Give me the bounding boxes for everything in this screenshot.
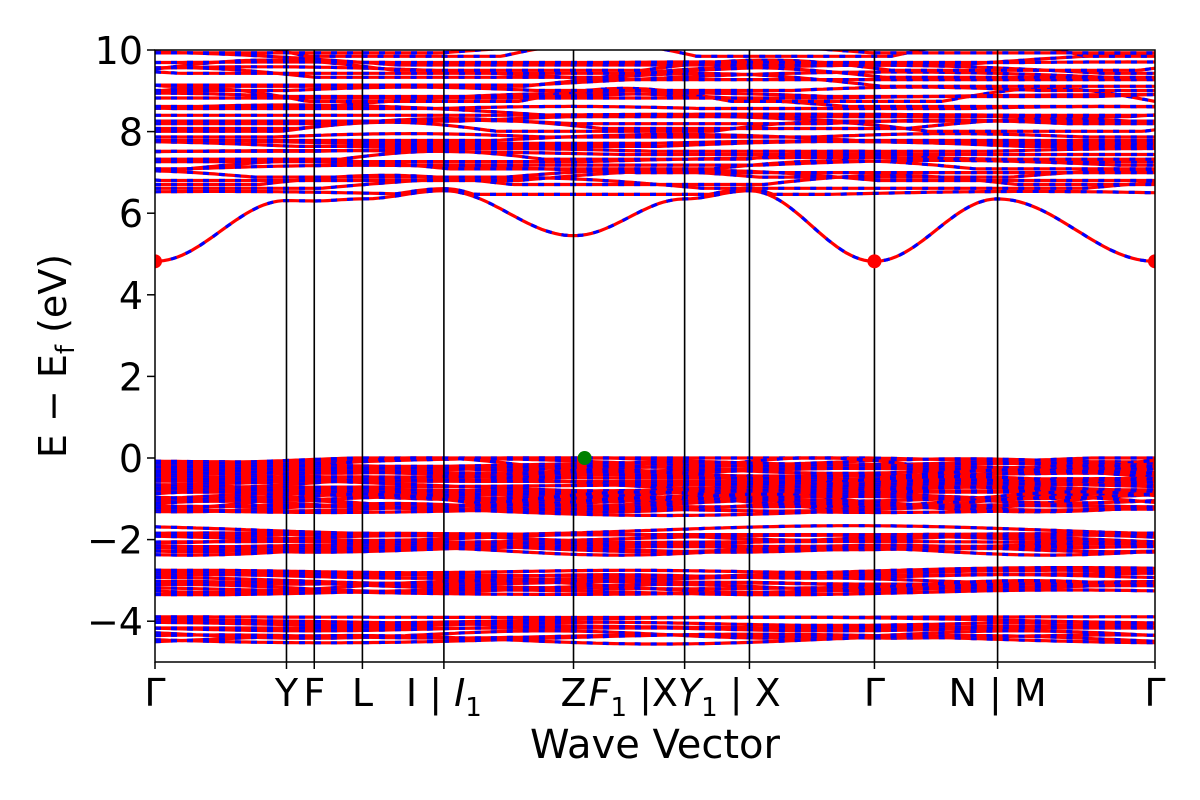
x-tick-label: Z (560, 671, 586, 715)
band-extremum-point (867, 254, 882, 269)
band-0-36 (268, 50, 1155, 58)
band-0-16-dash (155, 120, 1155, 133)
band-0-26-dash (155, 91, 1155, 99)
band-0-14-dash (155, 132, 1155, 143)
band-0-9-dash (155, 149, 1155, 161)
band-1-39-dash (155, 503, 1155, 518)
band-0-10-dash (155, 149, 1155, 157)
y-tick-label: 2 (119, 355, 143, 399)
band-extremum-point (1148, 254, 1155, 269)
band-0-28-dash (155, 72, 1155, 88)
band-3-11-dash (155, 588, 1155, 597)
band-3-8-dash (155, 579, 1155, 595)
band-2-13-dash (155, 545, 1155, 557)
band-0-32-dash (155, 63, 1155, 75)
y-tick-label: 0 (119, 437, 143, 481)
band-4-1-dash (155, 615, 1155, 625)
band-0-37-dash (155, 50, 1155, 55)
highlight-points (155, 254, 1155, 465)
band-1-1-dash (155, 456, 1155, 467)
band-lines (155, 50, 1155, 646)
y-tick-label: 8 (119, 111, 143, 155)
band-0-30-dash (155, 65, 1155, 82)
band-3-0-dash (155, 568, 1155, 575)
band-4-3-dash (155, 620, 1155, 627)
x-tick-label: Γ (1144, 671, 1165, 715)
band-4-8-dash (155, 632, 1155, 645)
y-tick-label: 4 (119, 274, 143, 318)
band-0-5-dash (155, 163, 1155, 175)
band-3-3-dash (155, 573, 1155, 580)
band-extremum-point (577, 451, 592, 465)
y-tick-label: 6 (119, 192, 143, 236)
band-0-24-dash (155, 86, 1155, 103)
svg-text:E − Ef (eV): E − Ef (eV) (31, 254, 81, 458)
band-4-9-dash (155, 633, 1155, 646)
x-tick-label: Γ (864, 671, 885, 715)
band-2-5-dash (155, 533, 1155, 544)
plot-frame (154, 49, 1156, 663)
y-axis-label-unit: (eV) (31, 254, 75, 345)
x-tick-label: Y (274, 671, 299, 715)
band-1-38-dash (155, 507, 1155, 515)
band-1-18-dash (155, 475, 1155, 490)
band-0-6-dash (155, 159, 1155, 171)
x-tick-label: F (303, 671, 325, 715)
y-axis-label-sub: f (51, 344, 81, 354)
x-tick-label: N | M (948, 671, 1046, 716)
conduction-band-lowest-dash (155, 189, 1155, 263)
y-axis-label: E − Ef (eV) (31, 254, 81, 458)
band-1-35-dash (155, 498, 1155, 512)
band-4-5-dash (155, 625, 1155, 633)
band-1-30-dash (155, 490, 1155, 508)
band-2-12-dash (155, 545, 1155, 554)
x-tick-label: I | I1 (406, 671, 482, 723)
band-0-21-dash (155, 112, 1155, 117)
x-tick-label: Γ (144, 671, 165, 715)
high-symmetry-lines (285, 50, 999, 662)
y-axis: −4 −2 0 2 4 6 8 10 (87, 29, 155, 644)
band-0-33-dash (155, 58, 1155, 72)
x-tick-label: L (352, 671, 373, 715)
band-2-7-dash (155, 539, 1155, 545)
band-1-33-dash (155, 495, 1155, 511)
band-0-27-dash (155, 85, 1155, 93)
y-axis-label-main: E − E (31, 354, 75, 458)
band-0-11-dash (155, 146, 1155, 153)
band-0-4-dash (155, 168, 1155, 179)
band-2-0-dash (155, 524, 1155, 537)
y-tick-label: 10 (95, 29, 143, 73)
y-tick-label: −2 (87, 519, 143, 563)
y-tick-label: −4 (87, 600, 143, 644)
band-0-35-dash (155, 60, 1155, 65)
band-extremum-point (155, 254, 162, 269)
x-axis-label: Wave Vector (530, 722, 781, 768)
band-0-15-dash (155, 131, 1155, 139)
band-0-0-dash (155, 187, 1155, 196)
band-0-13-dash (155, 139, 1155, 145)
x-tick-label: F1 |XY1 | X (589, 671, 781, 723)
band-1-13-dash (155, 469, 1155, 482)
